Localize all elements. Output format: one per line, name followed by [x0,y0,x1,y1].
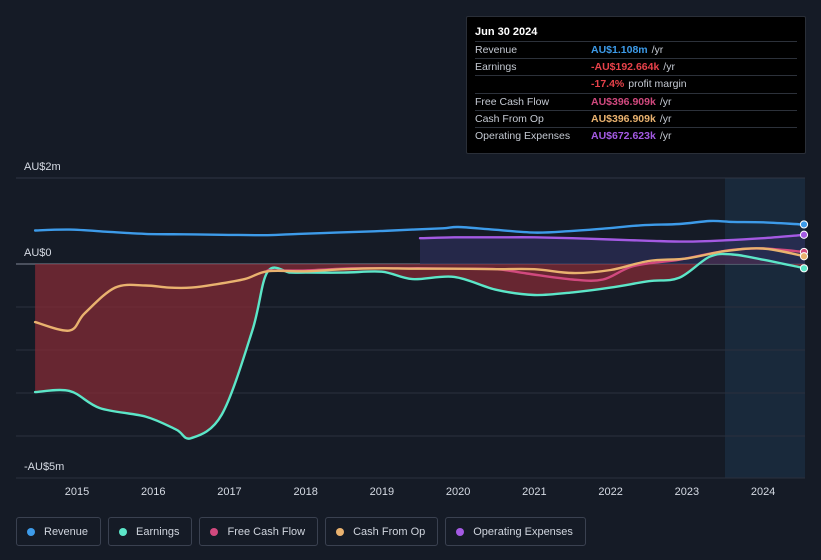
tooltip-row: Earnings -AU$192.664k/yr [475,59,797,77]
tooltip-row: Revenue AU$1.108m/yr [475,42,797,60]
legend-item-earnings[interactable]: Earnings [108,517,193,546]
tooltip-row-suffix: /yr [651,44,664,56]
tooltip-row-suffix: /yr [663,61,675,74]
tooltip-row-value: AU$672.623k [591,129,656,142]
legend-item-revenue[interactable]: Revenue [16,517,102,546]
tooltip-row-label: Earnings [475,61,517,74]
earnings-area [35,253,806,439]
x-tick-label: 2015 [65,486,89,498]
legend-label: Operating Expenses [473,525,573,538]
legend-dot-icon [27,527,35,536]
legend-label: Earnings [136,525,180,538]
tooltip-row: Cash From Op AU$396.909k/yr [475,111,797,128]
chart-endpoints [799,220,809,273]
tooltip-row-value: AU$396.909k [591,95,656,108]
tooltip-row-value: -AU$192.664k [591,61,660,74]
x-tick-label: 2017 [217,486,241,498]
revenue-end-marker [799,220,809,229]
x-tick-label: 2018 [293,486,317,498]
tooltip-row: -17.4% profit margin [475,76,797,94]
y-axis-label: AU$0 [24,247,52,259]
chart-axis-labels: AU$2m AU$0 -AU$5m 2015 2016 2017 2018 2019 2020 2… [24,161,775,498]
y-axis-label: -AU$5m [24,461,64,473]
x-tick-label: 2023 [675,486,699,498]
legend-label: Free Cash Flow [227,525,306,538]
tooltip-row-label: Revenue [475,44,518,56]
cash_from_op-end-marker [799,252,809,261]
past-year-highlight [724,178,805,478]
tooltip-row: Operating Expenses AU$672.623k/yr [475,128,797,145]
earnings-line [33,252,807,440]
tooltip-row: Free Cash Flow AU$396.909k/yr [475,94,797,111]
earnings-end-marker [799,264,809,273]
x-tick-label: 2019 [370,486,394,498]
legend-dot-icon [456,527,465,536]
chart-legend: Revenue Earnings Free Cash Flow Cash From O… [16,517,586,546]
tooltip-row-suffix: /yr [659,129,672,142]
x-tick-label: 2022 [598,486,622,498]
legend-dot-icon [119,527,128,536]
legend-item-cash-from-op[interactable]: Cash From Op [325,517,439,546]
tooltip-row-suffix: /yr [659,112,672,125]
tooltip-row-suffix: /yr [659,95,672,108]
tooltip-row-value: -17.4% [591,78,625,91]
x-tick-label: 2024 [751,486,775,498]
legend-item-operating-expenses[interactable]: Operating Expenses [445,517,586,546]
tooltip-row-label [475,76,591,92]
data-tooltip: Jun 30 2024 Revenue AU$1.108m/yr Earnings -… [466,16,806,154]
legend-dot-icon [210,527,219,536]
tooltip-row-label: Operating Expenses [475,129,571,142]
chart-lines [33,219,807,440]
chart-areas [35,234,806,439]
legend-label: Revenue [44,525,89,538]
operating_expenses-line [418,233,807,243]
y-axis-label: AU$2m [24,161,61,173]
tooltip-row-value: AU$1.108m [591,44,648,56]
operating_expenses-end-marker [799,230,809,239]
tooltip-row-label: Cash From Op [475,112,544,125]
legend-item-free-cash-flow[interactable]: Free Cash Flow [199,517,319,546]
tooltip-row-label: Free Cash Flow [475,95,550,108]
tooltip-row-value: AU$396.909k [591,112,656,125]
tooltip-date: Jun 30 2024 [475,24,797,42]
cash_from_op-line [33,247,807,332]
x-tick-label: 2021 [522,486,546,498]
legend-label: Cash From Op [353,525,426,538]
tooltip-row-suffix: profit margin [628,78,687,91]
legend-dot-icon [336,527,345,536]
x-tick-label: 2020 [446,486,470,498]
revenue-line [33,219,803,237]
x-tick-label: 2016 [141,486,165,498]
